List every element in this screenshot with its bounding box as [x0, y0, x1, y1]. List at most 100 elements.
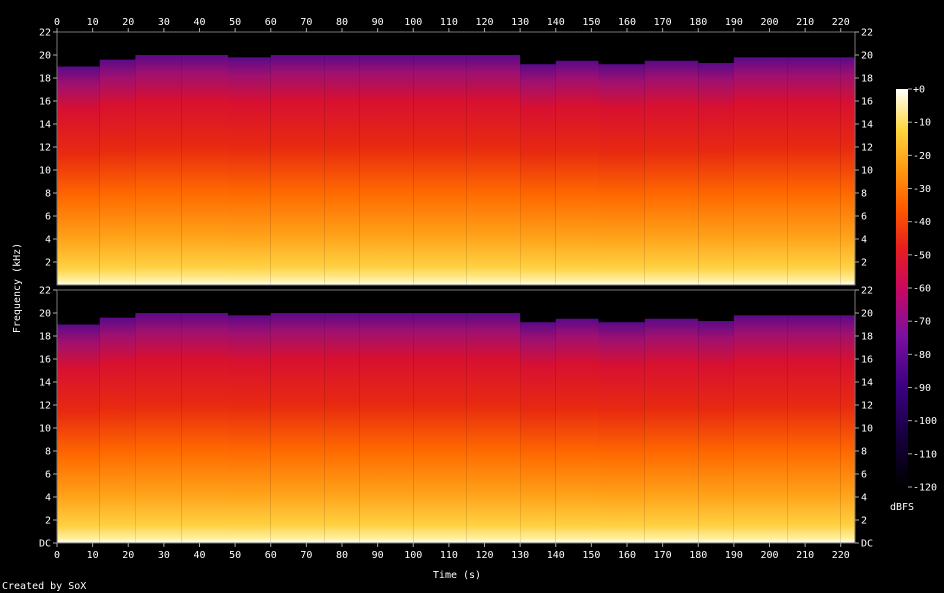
y-tick-label: 20 [861, 309, 873, 320]
y-tick-label: 22 [861, 286, 873, 297]
colorbar-tick-label: +0 [913, 85, 925, 96]
x-tick-label: 130 [511, 550, 529, 561]
x-tick-label: 150 [582, 550, 600, 561]
y-tick-label: 16 [861, 355, 873, 366]
colorbar-tick-label: -120 [913, 483, 937, 494]
spectral-segment [840, 57, 855, 285]
y-tick-label: 14 [861, 378, 873, 389]
x-tick-label: 210 [796, 17, 814, 28]
y-tick-label: 10 [861, 424, 873, 435]
spectral-segment [733, 315, 788, 543]
x-tick-label: 140 [547, 17, 565, 28]
colorbar-tick-label: -10 [913, 118, 931, 129]
colorbar-tick-label: -80 [913, 350, 931, 361]
channel-2 [56, 289, 856, 544]
y-tick-label: 16 [39, 355, 51, 366]
x-tick-label: 100 [404, 550, 422, 561]
spectral-segment [359, 55, 414, 285]
y-tick-label: 12 [39, 143, 51, 154]
spectral-segment [466, 313, 521, 543]
time-axes: 0 0 10 10 20 20 30 30 40 40 50 50 60 60 70 70 80 80 90 90 10… [54, 17, 850, 561]
x-tick-label: 20 [122, 550, 134, 561]
y-tick-label: 4 [861, 493, 867, 504]
spectral-segment [555, 60, 599, 285]
spectral-segment [698, 321, 734, 543]
spectral-segment [698, 63, 734, 285]
channel-frame [56, 289, 856, 544]
spectral-segment [135, 313, 182, 543]
spectral-segment [840, 315, 855, 543]
y-tick-label: 20 [39, 309, 51, 320]
colorbar-tick-label: -20 [913, 151, 931, 162]
spectral-segment [99, 59, 136, 285]
y-tick-label: 22 [861, 28, 873, 39]
spectral-segment [228, 57, 271, 285]
colorbar: +0 -10 -20 -30 -40 -50 -60 -70 -80 -90 -100 -110 -12… [890, 85, 937, 514]
x-tick-label: 50 [229, 17, 241, 28]
x-tick-label: 80 [336, 550, 348, 561]
x-tick-label: 190 [725, 17, 743, 28]
x-tick-label: 40 [193, 17, 205, 28]
x-tick-label: 60 [265, 550, 277, 561]
x-tick-label: 50 [229, 550, 241, 561]
x-tick-label: 10 [87, 550, 99, 561]
y-tick-label: 20 [39, 51, 51, 62]
spectral-segment [324, 55, 360, 285]
y-tick-label: 2 [861, 516, 867, 527]
spectral-segment [644, 318, 699, 543]
y-tick-label: 10 [39, 166, 51, 177]
x-tick-label: 220 [832, 17, 850, 28]
colorbar-tick-label: -100 [913, 416, 937, 427]
x-tick-label: 100 [404, 17, 422, 28]
colorbar-ticks: +0 -10 -20 -30 -40 -50 -60 -70 -80 -90 -100 -110 -12… [908, 85, 937, 494]
x-tick-label: 160 [618, 550, 636, 561]
x-tick-label: 30 [158, 550, 170, 561]
y-tick-label: 8 [45, 189, 51, 200]
x-tick-label: 140 [547, 550, 565, 561]
x-tick-label: 80 [336, 17, 348, 28]
y-tick-label: 16 [861, 97, 873, 108]
spectral-segment [598, 322, 645, 543]
spectral-segment [555, 318, 599, 543]
y-tick-label: 6 [45, 212, 51, 223]
spectral-segment [270, 313, 325, 543]
x-tick-label: 180 [689, 550, 707, 561]
x-tick-label: 70 [300, 17, 312, 28]
x-tick-label: 160 [618, 17, 636, 28]
y-tick-label: DC [39, 539, 51, 550]
y-tick-label: 6 [861, 212, 867, 223]
x-tick-label: 0 [54, 550, 60, 561]
x-tick-label: 0 [54, 17, 60, 28]
x-tick-label: 170 [654, 17, 672, 28]
y-tick-label: 14 [861, 120, 873, 131]
x-tick-label: 90 [372, 550, 384, 561]
colorbar-ramp [896, 89, 908, 487]
y-tick-label: 8 [861, 189, 867, 200]
x-tick-label: 210 [796, 550, 814, 561]
y-tick-label: 18 [39, 332, 51, 343]
spectral-segment [787, 57, 841, 285]
spectral-segment [787, 315, 841, 543]
channel-1 [56, 31, 856, 286]
x-tick-label: 90 [372, 17, 384, 28]
spectral-segment [359, 313, 414, 543]
y-tick-label: 2 [861, 258, 867, 269]
spectral-segment [324, 313, 360, 543]
y-tick-label: 20 [861, 51, 873, 62]
spectral-segment [466, 55, 521, 285]
y-tick-label: 18 [861, 332, 873, 343]
x-tick-label: 30 [158, 17, 170, 28]
spectral-segment [99, 317, 136, 543]
x-tick-label: 150 [582, 17, 600, 28]
spectral-segment [733, 57, 788, 285]
y-tick-label: 22 [39, 286, 51, 297]
spectral-segment [520, 322, 556, 543]
x-tick-label: 120 [475, 550, 493, 561]
spectral-segment [270, 55, 325, 285]
spectral-segment [413, 313, 467, 543]
spectral-segment [135, 55, 182, 285]
x-axis-label: Time (s) [433, 570, 481, 581]
spectral-segment [644, 60, 699, 285]
spectral-segment [413, 55, 467, 285]
